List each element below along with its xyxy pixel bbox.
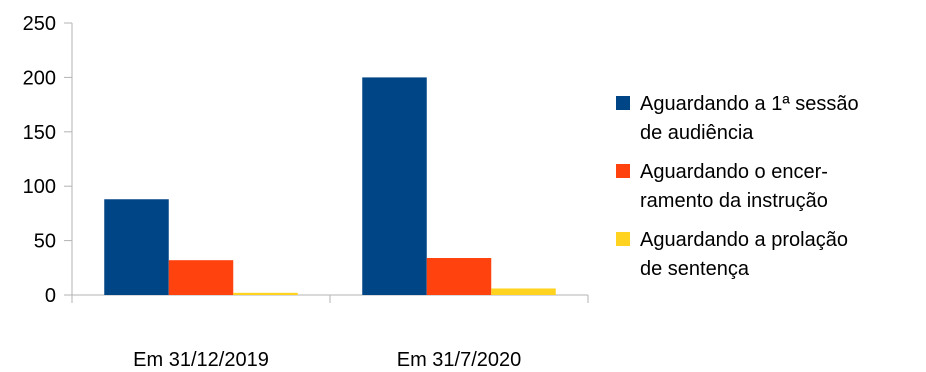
x-tick-label: Em 31/7/2020 [397, 349, 522, 371]
x-tick-label: Em 31/12/2019 [133, 349, 269, 371]
legend-label: Aguardando o encer- [640, 161, 828, 183]
legend-label: de sentença [640, 258, 750, 280]
bar [362, 77, 427, 296]
legend-label: ramento da instrução [640, 190, 828, 212]
legend-swatch [616, 96, 630, 110]
bar [168, 260, 234, 295]
legend-label: de audiência [640, 122, 754, 144]
bar [491, 288, 556, 295]
legend-label: Aguardando a 1ª sessão [640, 93, 859, 115]
y-tick-label: 100 [23, 176, 56, 198]
legend: Aguardando a 1ª sessão de audiência Aguard… [616, 93, 859, 280]
legend-label: Aguardando a prolação [640, 229, 848, 251]
y-tick-label: 200 [23, 67, 56, 89]
y-tick-label: 150 [23, 122, 56, 144]
legend-swatch [616, 164, 630, 178]
bar [426, 258, 492, 295]
y-axis: 0 50 100 150 200 250 [23, 13, 73, 307]
bar [233, 292, 298, 295]
bar [104, 199, 169, 295]
bars [104, 77, 556, 296]
y-tick-label: 50 [34, 231, 56, 253]
x-axis: Em 31/12/2019 Em 31/7/2020 [71, 294, 589, 371]
y-tick-label: 250 [23, 13, 56, 35]
y-tick-label: 0 [45, 285, 56, 307]
legend-swatch [616, 232, 630, 246]
